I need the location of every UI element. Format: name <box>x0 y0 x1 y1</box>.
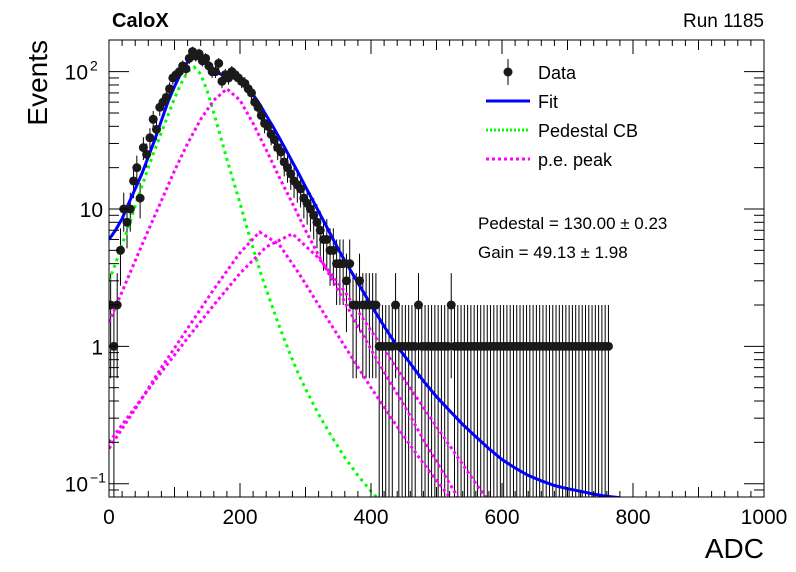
fit-curve <box>109 54 621 497</box>
data-point <box>151 124 161 134</box>
x-tick-label: 200 <box>222 506 257 529</box>
x-tick-label: 1000 <box>741 506 788 529</box>
data-point <box>148 114 158 124</box>
data-point <box>351 300 361 310</box>
data-point <box>338 259 348 269</box>
x-tick-label: 800 <box>615 506 650 529</box>
data-point <box>443 341 453 351</box>
pedestal-annotation: Pedestal = 130.00 ± 0.23 <box>478 214 667 233</box>
data-point <box>256 110 266 120</box>
data-point <box>246 88 256 98</box>
pe-peak-curve <box>109 86 460 497</box>
data-point <box>269 135 279 145</box>
data-points <box>109 47 613 351</box>
x-tick-label: 600 <box>484 506 519 529</box>
y-tick-exponent: −1 <box>90 470 106 486</box>
data-point <box>410 341 420 351</box>
data-point <box>309 210 319 220</box>
data-point <box>129 176 139 186</box>
error-bars <box>109 46 611 497</box>
y-tick-label: 10 <box>80 199 103 222</box>
legend-pe-label: p.e. peak <box>538 150 613 170</box>
data-point <box>276 147 286 157</box>
x-tick-label: 400 <box>353 506 388 529</box>
data-point <box>115 245 125 255</box>
data-point <box>263 121 273 131</box>
data-point <box>446 300 456 310</box>
data-point <box>296 184 306 194</box>
experiment-label: CaloX <box>112 10 169 32</box>
data-point <box>391 300 401 310</box>
data-point <box>322 234 332 244</box>
data-point <box>345 259 355 269</box>
data-point <box>135 193 145 203</box>
data-point <box>181 64 191 74</box>
data-point <box>214 58 224 68</box>
data-point <box>355 276 365 286</box>
x-tick-label: 0 <box>103 506 115 529</box>
x-axis-title: ADC <box>705 533 764 564</box>
pe-peak-curve <box>109 231 488 497</box>
data-point <box>138 143 148 153</box>
fit-curves <box>109 54 621 497</box>
data-point <box>413 300 423 310</box>
data-point <box>142 149 152 159</box>
data-point <box>125 204 135 214</box>
data-point <box>315 225 325 235</box>
data-point <box>161 92 171 102</box>
data-point <box>328 245 338 255</box>
y-tick-label: 1 <box>91 336 103 359</box>
pedestal-cb-curve <box>109 65 379 497</box>
run-label: Run 1185 <box>683 11 764 32</box>
legend-data-label: Data <box>538 63 577 83</box>
data-point <box>194 49 204 59</box>
data-point <box>122 217 132 227</box>
gain-annotation: Gain = 49.13 ± 1.98 <box>478 243 628 262</box>
data-point <box>341 276 351 286</box>
legend-pedestal-label: Pedestal CB <box>538 121 638 141</box>
legend: Data Fit Pedestal CB p.e. peak <box>486 59 638 170</box>
data-point <box>603 341 613 351</box>
data-point <box>387 341 397 351</box>
y-axis-title: Events <box>22 40 53 126</box>
pe-peak-curve <box>109 230 452 497</box>
data-point <box>165 84 175 94</box>
data-point <box>145 133 155 143</box>
data-point <box>371 300 381 310</box>
data-point <box>201 53 211 63</box>
data-point <box>286 169 296 179</box>
data-point <box>210 67 220 77</box>
data-point <box>253 102 263 112</box>
y-tick-label: 10 <box>65 474 88 497</box>
y-tick-exponent: 2 <box>90 58 98 74</box>
legend-fit-label: Fit <box>538 92 558 112</box>
y-tick-label: 10 <box>65 62 88 85</box>
data-point <box>132 163 142 173</box>
data-point <box>312 217 322 227</box>
legend-data-marker <box>503 67 513 77</box>
